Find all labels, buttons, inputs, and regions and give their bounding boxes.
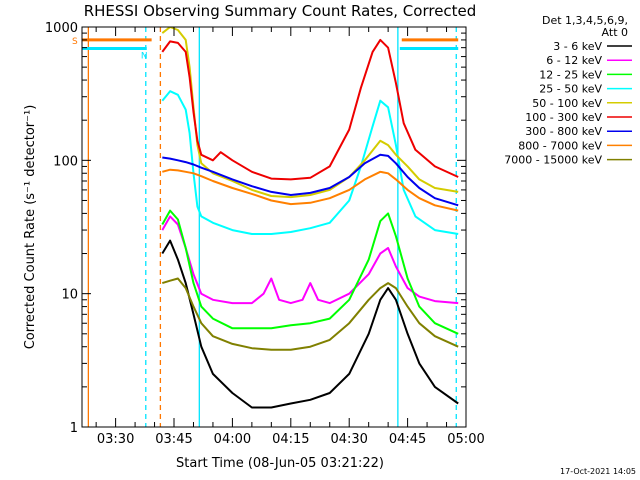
legend-label-3: 12 - 25 keV (539, 68, 602, 81)
x-tick-label: 05:00 (447, 432, 484, 447)
plot-frame-top (81, 26, 467, 428)
x-tick-label: 03:30 (97, 432, 134, 447)
y-tick-label: 100 (53, 154, 78, 169)
plot-area: SN (72, 26, 467, 428)
legend-label-6: 100 - 300 keV (525, 111, 602, 124)
x-tick-label: 04:00 (214, 432, 251, 447)
legend-header-line-1: Det 1,3,4,5,6,9, (542, 14, 628, 27)
series-line-8 (162, 168, 459, 212)
legend-label-2: 6 - 12 keV (546, 54, 602, 67)
series-line-2 (161, 215, 459, 305)
chart-title: RHESSI Observing Summary Count Rates, Co… (84, 2, 477, 20)
x-axis: 03:30 03:45 04:00 04:15 04:30 04:45 05:00 (95, 27, 485, 447)
legend-label-8: 800 - 7000 keV (518, 139, 602, 152)
series-line-9 (162, 277, 459, 351)
series-line-3 (161, 209, 459, 335)
footer-timestamp: 17-Oct-2021 14:05 (560, 467, 636, 476)
y-axis-label: Corrected Count Rate (s⁻¹ detector⁻¹) (23, 105, 38, 350)
y-tick-label: 1000 (45, 21, 78, 36)
x-tick-label: 04:15 (272, 432, 309, 447)
legend-label-4: 25 - 50 keV (539, 83, 602, 96)
series-line-6 (161, 38, 459, 181)
series-line-7 (162, 153, 459, 207)
series-line-4 (161, 90, 459, 235)
y-tick-label: 10 (61, 288, 78, 303)
state-label-s: S (72, 37, 78, 47)
x-tick-label: 04:45 (389, 432, 426, 447)
legend-header-line-2: Att 0 (602, 26, 628, 39)
state-label-n: N (141, 51, 148, 61)
legend-label-1: 3 - 6 keV (553, 40, 602, 53)
series-line-5 (161, 27, 459, 199)
x-tick-label: 04:30 (330, 432, 367, 447)
legend-label-9: 7000 - 15000 keV (504, 154, 602, 167)
y-axis: 1 10 100 1000 (45, 21, 466, 436)
series-group (161, 27, 459, 409)
y-tick-label: 1 (70, 421, 78, 436)
x-axis-label: Start Time (08-Jun-05 03:21:22) (176, 456, 384, 471)
legend-label-5: 50 - 100 keV (532, 97, 602, 110)
legend-label-7: 300 - 800 keV (525, 125, 602, 138)
x-tick-label: 03:45 (155, 432, 192, 447)
